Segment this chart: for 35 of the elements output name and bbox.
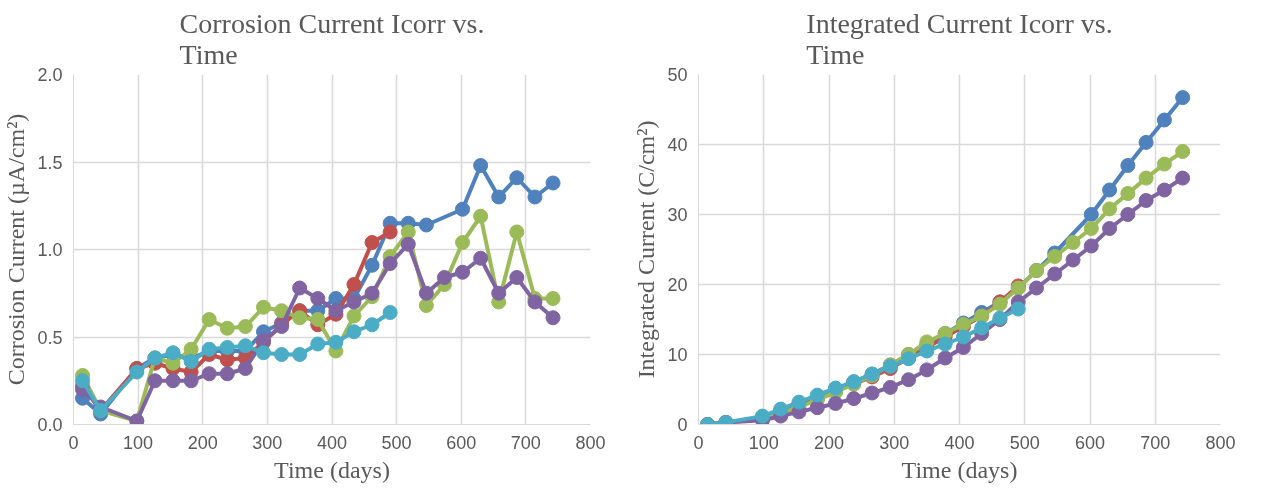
x-tick-label: 200 [187, 432, 218, 453]
x-tick-label: 800 [1205, 432, 1236, 453]
y-tick-label: 30 [667, 205, 688, 225]
chart-title: Corrosion Current Icorr vs. Time [179, 7, 485, 70]
x-tick-label: 500 [1009, 432, 1040, 453]
y-tick-label: 0.5 [37, 327, 63, 348]
x-tick-label: 700 [510, 432, 541, 453]
x-tick-label: 300 [252, 432, 283, 453]
x-tick-label: 800 [575, 432, 606, 453]
x-tick-label: 100 [123, 432, 154, 453]
x-tick-label: 100 [748, 432, 779, 453]
chart-title: Integrated Current Icorr vs. Time [806, 7, 1113, 70]
y-axis-title: Integrated Current (C/cm²) [633, 120, 660, 379]
x-tick-label: 600 [1074, 432, 1106, 453]
y-axis-title: Corrosion Current (µA/cm²) [3, 113, 30, 386]
x-tick-label: 600 [446, 432, 477, 453]
x-tick-label: 0 [68, 432, 79, 453]
x-tick-label: 200 [813, 432, 845, 453]
y-tick-label: 40 [667, 135, 688, 155]
x-tick-label: 400 [944, 432, 975, 453]
x-tick-label: 0 [693, 432, 704, 453]
y-tick-label: 1.0 [37, 240, 63, 260]
x-axis-title: Time (days) [274, 456, 390, 483]
x-tick-label: 400 [316, 432, 348, 453]
y-tick-label: 10 [667, 345, 688, 365]
y-tick-label: 0.0 [37, 415, 63, 435]
x-tick-label: 500 [381, 432, 412, 453]
y-tick-label: 2.0 [37, 65, 63, 85]
y-tick-label: 20 [667, 275, 688, 295]
y-tick-label: 1.5 [37, 152, 63, 173]
x-tick-label: 300 [879, 432, 910, 453]
x-axis-title: Time (days) [901, 456, 1018, 483]
x-tick-label: 700 [1140, 432, 1171, 453]
y-tick-label: 0 [677, 415, 688, 435]
y-tick-label: 50 [667, 65, 688, 85]
